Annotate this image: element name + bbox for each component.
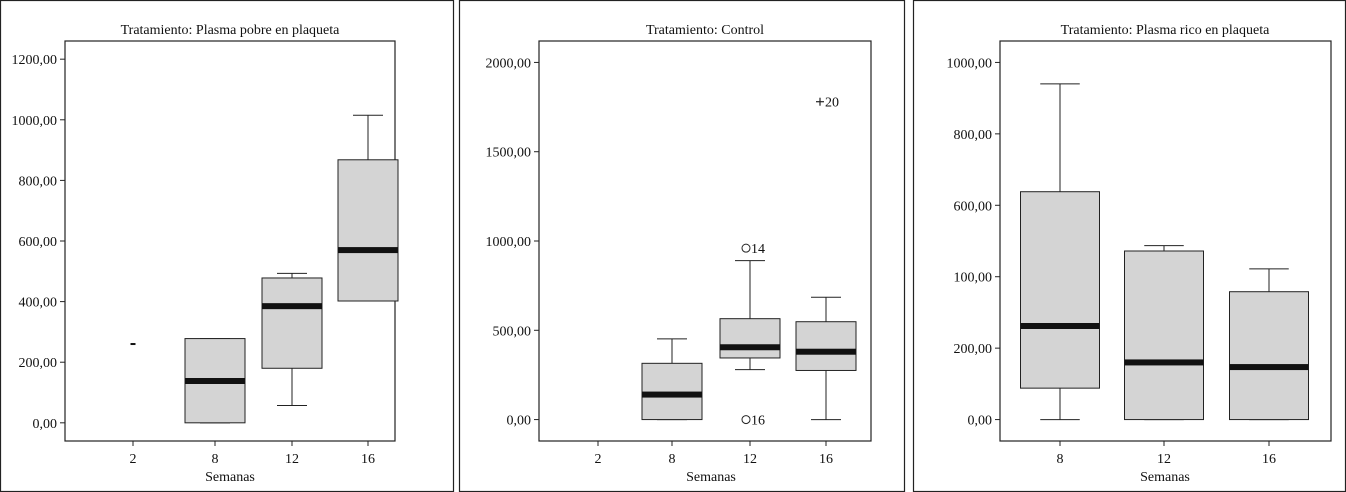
x-tick-label: 2 xyxy=(595,452,602,467)
x-tick-label: 8 xyxy=(1057,452,1064,467)
y-axis: 0,00 500,00 1000,00 1500,00 2000,00 xyxy=(486,56,539,429)
median-bar xyxy=(642,391,702,398)
y-tick-label: 2000,00 xyxy=(486,56,532,71)
x-tick-label: 12 xyxy=(1157,452,1171,467)
chart-title: Tratamiento: Plasma pobre en plaqueta xyxy=(121,23,341,38)
x-axis-label: Semanas xyxy=(686,470,736,485)
y-tick-label: 1000,00 xyxy=(12,114,58,129)
panel-plasma-pobre: Tratamiento: Plasma pobre en plaqueta Se… xyxy=(0,0,455,492)
y-tick-label: 800,00 xyxy=(954,128,993,143)
x-axis: 2 8 12 16 xyxy=(595,441,833,467)
box-marks xyxy=(1020,83,1309,421)
outlier-label: 14 xyxy=(751,242,765,257)
y-tick-label: 200,00 xyxy=(954,342,993,357)
y-tick-label: 100,00 xyxy=(954,271,993,286)
y-tick-label: 1000,00 xyxy=(947,56,993,71)
box-body xyxy=(641,362,703,421)
y-tick-label: 0,00 xyxy=(33,417,58,432)
y-tick-label: 600,00 xyxy=(19,235,58,250)
y-tick-label: 0,00 xyxy=(507,414,532,429)
x-tick-label: 8 xyxy=(212,452,219,467)
y-axis: 0,00 200,00 100,00 600,00 800,00 1000,00 xyxy=(947,56,1000,429)
chart-title: Tratamiento: Control xyxy=(646,23,764,38)
median-bar xyxy=(262,303,322,310)
median-bar xyxy=(720,344,780,351)
box-body xyxy=(337,159,399,302)
y-axis: 0,00 200,00 400,00 600,00 800,00 1000,00 1200,… xyxy=(12,53,65,432)
median-bar xyxy=(796,348,856,355)
box-body xyxy=(261,277,323,369)
x-tick-label: 2 xyxy=(130,452,137,467)
box-body xyxy=(1020,191,1100,389)
y-tick-label: 600,00 xyxy=(954,199,993,214)
x-tick-label: 16 xyxy=(1262,452,1276,467)
box-body xyxy=(1229,291,1309,421)
x-tick-label: 12 xyxy=(285,452,299,467)
x-tick-label: 16 xyxy=(361,452,375,467)
panel-control: Tratamiento: Control Semanas 0,00 500,00 1… xyxy=(458,0,906,492)
y-tick-label: 500,00 xyxy=(493,324,532,339)
x-axis: 8 12 16 xyxy=(1057,441,1276,467)
outlier-circle xyxy=(741,243,751,253)
y-tick-label: 1500,00 xyxy=(486,146,532,161)
y-tick-label: 0,00 xyxy=(968,414,993,429)
median-bar xyxy=(1020,323,1100,329)
y-tick-label: 400,00 xyxy=(19,296,58,311)
box-marks xyxy=(130,114,399,424)
median-bar xyxy=(338,247,398,254)
x-tick-label: 12 xyxy=(743,452,757,467)
outlier-label: 16 xyxy=(751,414,765,429)
y-tick-label: 1200,00 xyxy=(12,53,58,68)
chart-title: Tratamiento: Plasma rico en plaqueta xyxy=(1061,23,1270,38)
x-tick-label: 16 xyxy=(819,452,833,467)
panel-plasma-rico: Tratamiento: Plasma rico en plaqueta Sem… xyxy=(912,0,1346,492)
box-marks: 14 16 20 xyxy=(641,96,857,429)
x-axis: 2 8 12 16 xyxy=(130,441,375,467)
box-body xyxy=(1124,250,1204,421)
box-body xyxy=(719,318,781,359)
x-axis-label: Semanas xyxy=(205,470,255,485)
plot-area xyxy=(538,40,872,442)
box-body xyxy=(795,321,857,371)
y-tick-label: 800,00 xyxy=(19,174,58,189)
y-tick-label: 1000,00 xyxy=(486,235,532,250)
median-bar xyxy=(185,378,245,384)
x-axis-label: Semanas xyxy=(1140,470,1190,485)
median-bar xyxy=(1124,359,1204,366)
x-tick-label: 8 xyxy=(669,452,676,467)
y-tick-label: 200,00 xyxy=(19,356,58,371)
outlier-circle xyxy=(741,415,751,425)
median-bar xyxy=(1229,364,1309,371)
outlier-label: 20 xyxy=(825,96,839,111)
